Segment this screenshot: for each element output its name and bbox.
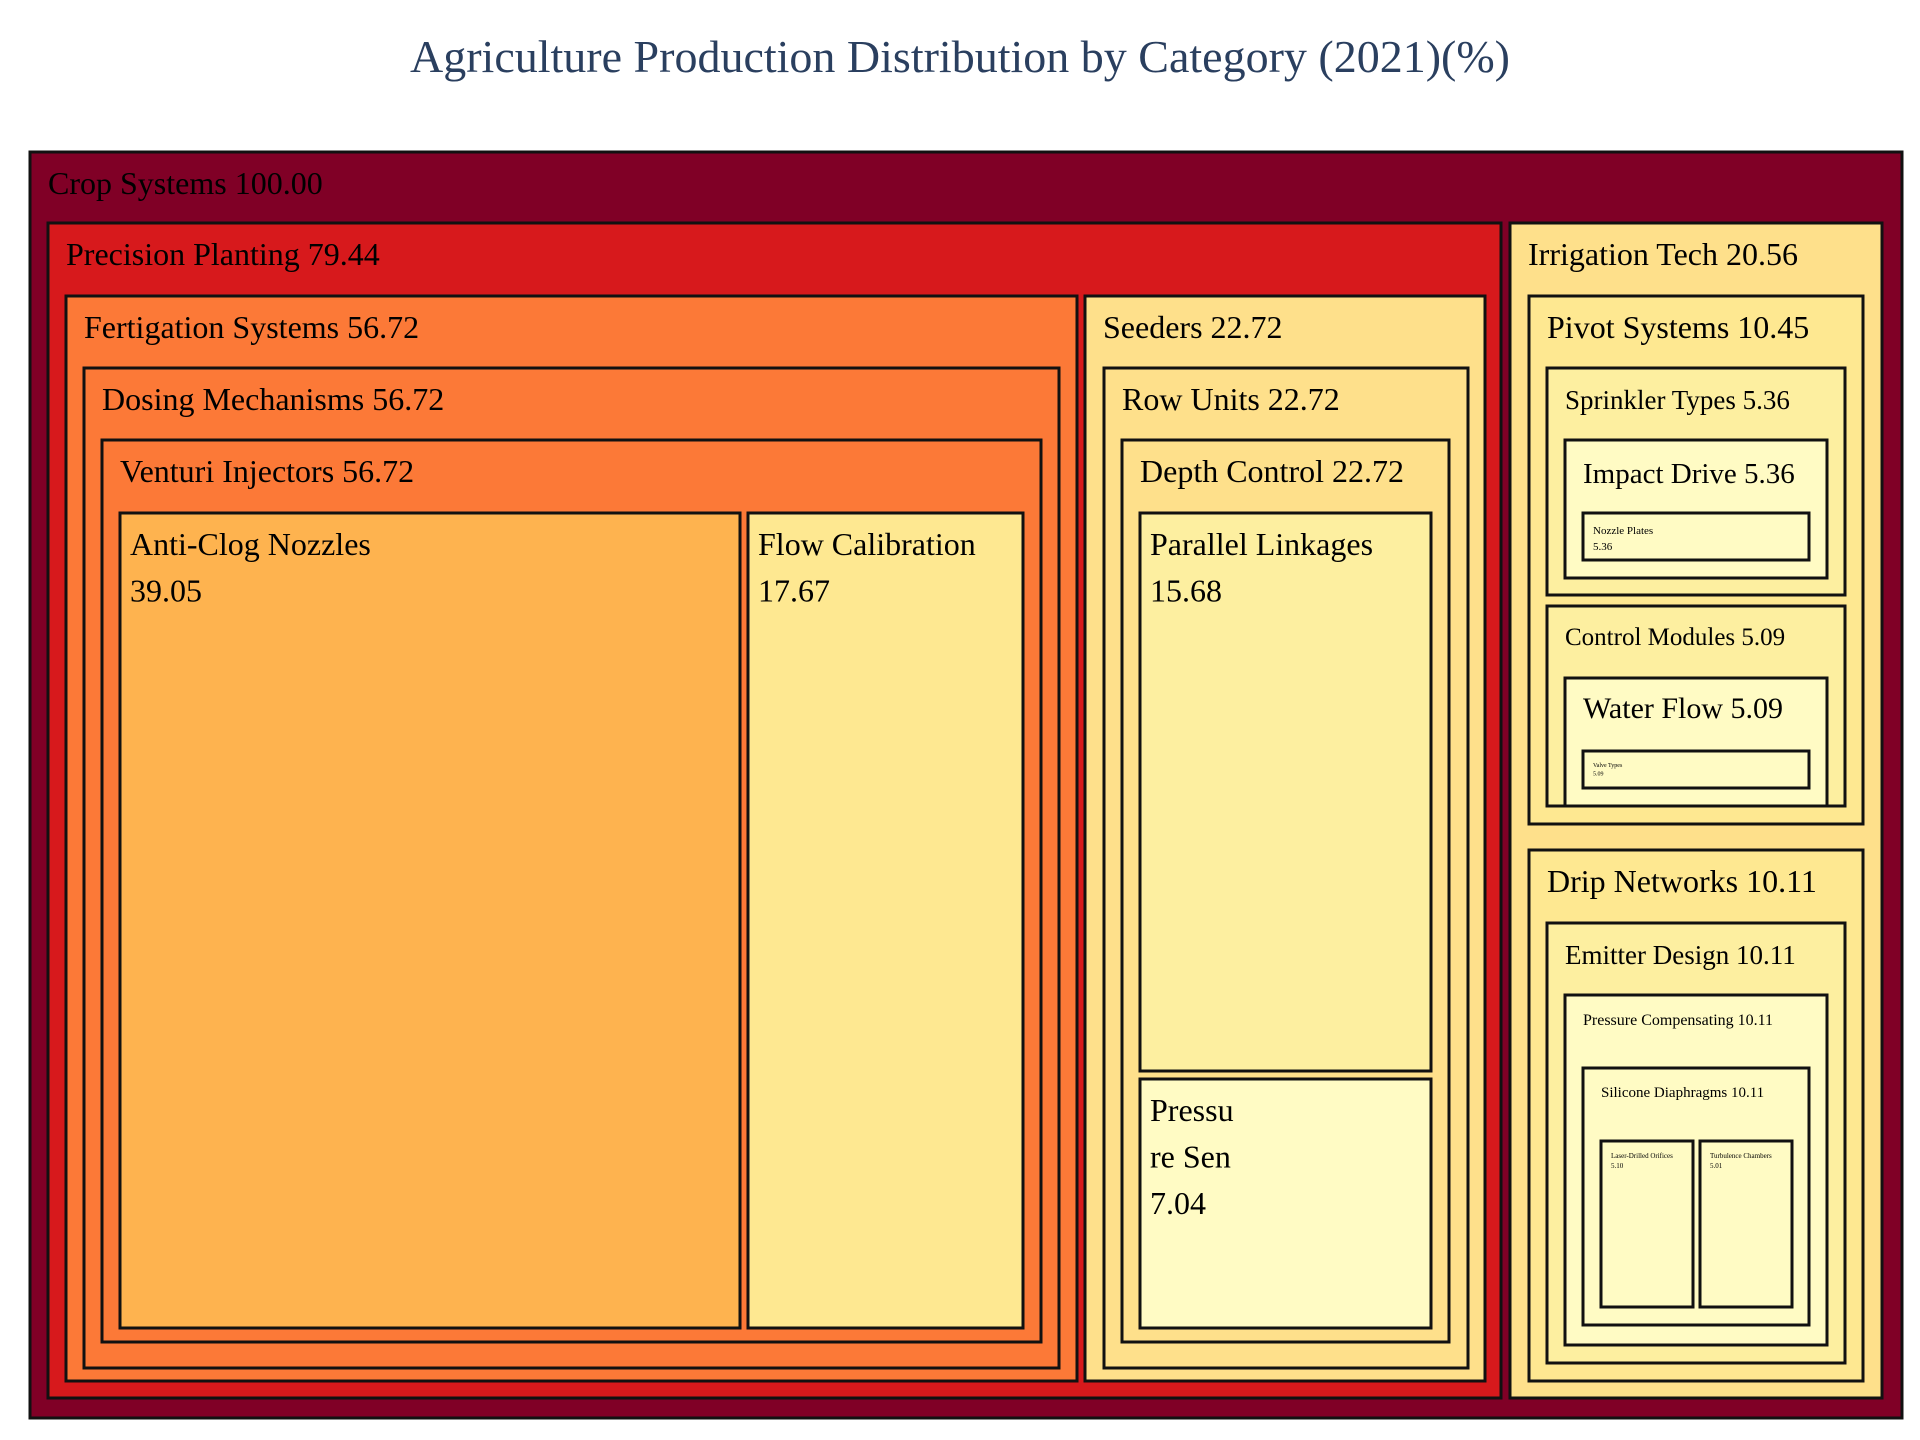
treemap-node-nozzle-plates[interactable]: Nozzle Plates 5.36	[1581, 511, 1811, 562]
treemap-node-laser-drilled-orifices[interactable]: Laser-Drilled Orifices 5.10	[1599, 1139, 1695, 1309]
treemap-rect-laser-drilled-orifices	[1599, 1139, 1695, 1309]
treemap-label-dosing-mechanisms: Dosing Mechanisms 56.72	[102, 381, 444, 417]
treemap-label-pressure-sensor-2: 7.04	[1150, 1185, 1206, 1221]
treemap-label-fertigation-systems: Fertigation Systems 56.72	[84, 309, 419, 345]
treemap-label-impact-drive: Impact Drive 5.36	[1583, 458, 1795, 490]
treemap-label-pivot-systems: Pivot Systems 10.45	[1547, 309, 1809, 345]
treemap-label-sprinkler-types: Sprinkler Types 5.36	[1565, 385, 1790, 415]
treemap-label-flow-calibration: Flow Calibration	[758, 526, 976, 562]
treemap-label-anti-clog-nozzles-1: 39.05	[130, 572, 202, 608]
treemap-label-parallel-linkages-1: 15.68	[1150, 572, 1222, 608]
treemap-rect-parallel-linkages	[1138, 511, 1433, 1073]
treemap-label-water-flow: Water Flow 5.09	[1583, 692, 1783, 725]
treemap-label-turbulence-chambers: Turbulence Chambers	[1710, 1152, 1772, 1160]
treemap-rect-pressure-sensor	[1138, 1077, 1433, 1330]
treemap-rect-anti-clog-nozzles	[118, 511, 742, 1330]
treemap-label-valve-types: Valve Types	[1593, 763, 1623, 769]
treemap-node-parallel-linkages[interactable]: Parallel Linkages 15.68	[1138, 511, 1433, 1073]
treemap-label-flow-calibration-1: 17.67	[758, 572, 830, 608]
treemap-label-anti-clog-nozzles: Anti-Clog Nozzles	[130, 526, 371, 562]
treemap-label-seeders: Seeders 22.72	[1103, 309, 1283, 345]
treemap-rect-turbulence-chambers	[1698, 1139, 1794, 1309]
treemap-label-nozzle-plates: Nozzle Plates	[1593, 525, 1653, 537]
treemap-label-silicone-diaphragms: Silicone Diaphragms 10.11	[1601, 1085, 1764, 1101]
treemap-label-parallel-linkages: Parallel Linkages	[1150, 526, 1373, 562]
treemap-node-valve-types[interactable]: Valve Types 5.09	[1581, 749, 1811, 790]
treemap-label-depth-control: Depth Control 22.72	[1140, 453, 1404, 489]
treemap-label-venturi-injectors: Venturi Injectors 56.72	[120, 453, 414, 489]
treemap-label-precision-planting: Precision Planting 79.44	[66, 236, 380, 272]
treemap-node-anti-clog-nozzles[interactable]: Anti-Clog Nozzles 39.05	[118, 511, 742, 1330]
treemap-node-pressure-sensor[interactable]: Pressu re Sen 7.04	[1138, 1077, 1433, 1330]
treemap-label-valve-types-1: 5.09	[1593, 772, 1604, 778]
treemap-label-turbulence-chambers-1: 5.01	[1710, 1162, 1723, 1170]
treemap-rect-valve-types	[1581, 749, 1811, 790]
treemap-label-emitter-design: Emitter Design 10.11	[1565, 940, 1796, 970]
treemap-label-crop-systems: Crop Systems 100.00	[48, 165, 323, 201]
treemap-label-pressure-sensor-1: re Sen	[1150, 1138, 1231, 1174]
treemap-label-laser-drilled-orifices-1: 5.10	[1611, 1162, 1624, 1170]
treemap-label-pressure-compensating: Pressure Compensating 10.11	[1583, 1012, 1773, 1029]
treemap-label-row-units: Row Units 22.72	[1122, 381, 1340, 417]
treemap-rect-nozzle-plates	[1581, 511, 1811, 562]
treemap-label-nozzle-plates-1: 5.36	[1593, 541, 1613, 553]
treemap-label-pressure-sensor: Pressu	[1150, 1092, 1234, 1128]
treemap-label-laser-drilled-orifices: Laser-Drilled Orifices	[1611, 1152, 1673, 1160]
treemap-rect-flow-calibration	[746, 511, 1025, 1330]
treemap-label-control-modules: Control Modules 5.09	[1565, 624, 1785, 651]
treemap-label-drip-networks: Drip Networks 10.11	[1547, 863, 1817, 899]
chart-title: Agriculture Production Distribution by C…	[410, 31, 1510, 82]
treemap-node-turbulence-chambers[interactable]: Turbulence Chambers 5.01	[1698, 1139, 1794, 1309]
treemap-label-irrigation-tech: Irrigation Tech 20.56	[1528, 236, 1798, 272]
treemap-node-flow-calibration[interactable]: Flow Calibration 17.67	[746, 511, 1025, 1330]
